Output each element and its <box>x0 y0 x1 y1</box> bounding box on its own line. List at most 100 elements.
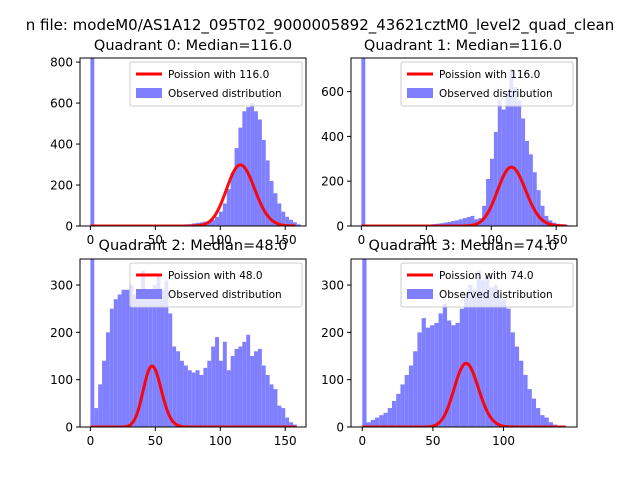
histogram-bar <box>250 356 255 427</box>
axes-frame <box>350 258 578 428</box>
histogram-bar <box>215 337 219 427</box>
legend-label-observed: Observed distribution <box>168 88 282 100</box>
histogram-bar <box>152 285 157 427</box>
histogram-bar <box>281 408 286 427</box>
x-tick-label: 100 <box>209 233 232 247</box>
histogram-bar <box>254 111 258 226</box>
x-tick-label: 100 <box>480 233 503 247</box>
y-tick-label: 600 <box>321 85 344 99</box>
histogram-bar <box>438 313 443 427</box>
histogram-bar <box>370 419 376 427</box>
legend-frame <box>400 262 574 308</box>
y-tick-label: 300 <box>321 279 344 293</box>
histogram-bar <box>285 216 290 226</box>
y-tick-label: 800 <box>50 56 73 70</box>
histogram-bar <box>451 221 455 226</box>
histogram-bar <box>121 289 126 427</box>
x-tick-label: 50 <box>425 434 440 448</box>
subplot-title: Quadrant 0: Median=116.0 <box>94 38 292 54</box>
plot-area: 0 50 100 150 0 200 400 600 <box>321 57 578 247</box>
histogram-bar <box>246 107 251 226</box>
histogram-bar <box>218 211 223 226</box>
histogram-bar <box>238 127 243 226</box>
legend-label-poisson: Poission with 116.0 <box>439 69 540 81</box>
histogram-bar <box>242 341 247 427</box>
histogram-bar <box>113 299 118 427</box>
legend: Poission with 74.0 Observed distribution <box>400 262 574 308</box>
y-tick-label: 200 <box>50 326 73 340</box>
histogram-bar <box>296 224 301 226</box>
histogram-bar <box>466 217 471 226</box>
histogram-bar <box>379 415 384 427</box>
y-tick-label: 200 <box>321 326 344 340</box>
histogram-bar <box>413 351 418 427</box>
histogram-bar <box>361 58 366 226</box>
histogram-bar <box>195 370 200 427</box>
plot-area: 0 50 100 0 100 200 300 <box>321 258 578 448</box>
histogram-bar <box>269 384 274 427</box>
histogram-bar <box>281 211 286 226</box>
histogram-bar <box>257 348 262 427</box>
histogram-bar <box>102 360 106 427</box>
histogram-bar <box>485 275 490 427</box>
histogram-bar <box>509 69 514 226</box>
histogram-bar <box>408 365 414 427</box>
histogram-bar <box>514 346 520 427</box>
histogram-bar <box>443 222 448 226</box>
histogram-bar <box>387 408 392 427</box>
histogram-bar <box>191 372 196 427</box>
histogram-bar <box>525 140 529 226</box>
x-tick-label: 0 <box>87 434 95 448</box>
histogram-bar <box>265 374 270 427</box>
histogram-bar <box>90 58 95 226</box>
histogram-bar <box>226 189 231 226</box>
histogram-bar <box>536 190 541 226</box>
legend: Poission with 116.0 Observed distributio… <box>129 61 303 107</box>
histogram-bar <box>540 205 545 226</box>
x-tick-label: 150 <box>274 434 297 448</box>
histogram-bar <box>464 294 469 427</box>
figure-suptitle: n file: modeM0/AS1A12_095T02_9000005892_… <box>26 16 615 35</box>
histogram-bar <box>548 422 553 427</box>
histogram-bar <box>109 308 114 427</box>
legend-swatch-observed <box>136 88 162 98</box>
histogram-bar <box>430 325 435 427</box>
histogram-bar <box>90 259 95 427</box>
histogram-bar <box>510 332 515 427</box>
legend-swatch-observed <box>136 289 162 299</box>
histogram-bar <box>497 294 503 427</box>
histogram-bar <box>265 160 270 226</box>
x-tick-label: 150 <box>545 233 568 247</box>
histogram-bar <box>234 348 239 427</box>
histogram-bar <box>222 203 227 226</box>
plot-area: 0 50 100 150 0 200 400 600 800 <box>50 56 307 247</box>
legend-label-poisson: Poission with 48.0 <box>168 270 263 282</box>
histogram-bar <box>293 222 297 226</box>
legend-frame <box>400 61 574 107</box>
histogram-bar <box>125 289 130 427</box>
histogram-bar <box>505 91 510 226</box>
histogram-bar <box>451 325 456 427</box>
histogram-bar <box>375 417 380 427</box>
histogram-bar <box>544 215 549 226</box>
x-tick-label: 0 <box>358 233 366 247</box>
histogram-bar <box>544 417 549 427</box>
histogram-bar <box>527 389 532 427</box>
histogram-bar <box>250 103 255 226</box>
histogram-bar <box>180 360 184 427</box>
histogram-bar <box>215 216 219 226</box>
axes-frame <box>79 57 307 227</box>
subplot-quadrant-2: 0 50 100 150 0 100 200 300 Poission with 48.0 O… <box>50 238 307 448</box>
y-tick-label: 0 <box>336 421 344 435</box>
histogram-bar <box>289 422 294 427</box>
histogram-bar <box>230 356 235 427</box>
histogram-bar <box>273 389 278 427</box>
x-tick-label: 50 <box>419 233 434 247</box>
legend-swatch-observed <box>407 289 433 299</box>
x-tick-label: 100 <box>492 434 515 448</box>
legend: Poission with 116.0 Observed distributio… <box>400 61 574 107</box>
histogram-bar <box>532 172 537 226</box>
histogram-bar <box>480 280 486 427</box>
x-tick-label: 150 <box>274 233 297 247</box>
legend-label-poisson: Poission with 116.0 <box>168 69 269 81</box>
